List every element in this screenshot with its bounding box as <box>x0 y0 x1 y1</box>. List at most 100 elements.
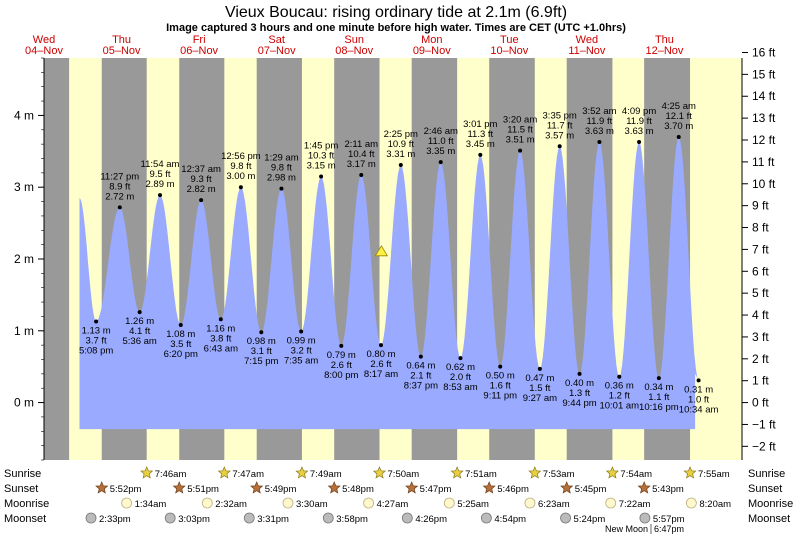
low-tide-m-label: 0.31 m <box>684 384 713 395</box>
low-tide-ft-label: 3.5 ft <box>170 339 191 350</box>
moonrise-icon <box>201 497 213 509</box>
y-ft-tick-label: 5 ft <box>752 286 769 300</box>
low-tide-ft-label: 1.3 ft <box>569 388 590 399</box>
moonrise-icon <box>685 497 697 509</box>
y-ft-tick-label: −1 ft <box>752 417 776 431</box>
high-tide-ft-label: 9.5 ft <box>149 169 170 180</box>
tide-extreme-point <box>299 329 304 334</box>
high-tide-time-label: 4:25 am <box>662 101 696 112</box>
tide-extreme-point <box>359 173 364 178</box>
sunrise-icon <box>217 466 231 479</box>
day-date-label: 06–Nov <box>180 45 218 57</box>
sunset-icon <box>482 481 496 494</box>
low-tide-ft-label: 2.0 ft <box>450 372 471 383</box>
sunset-time: 5:46pm <box>497 484 529 495</box>
high-tide-time-label: 3:52 am <box>582 106 616 117</box>
high-tide-m-label: 2.89 m <box>145 179 174 190</box>
y-ft-tick-label: 6 ft <box>752 264 769 278</box>
low-tide-m-label: 1.13 m <box>82 325 111 336</box>
sunrise-time: 7:53am <box>543 469 575 480</box>
high-tide-time-label: 4:09 pm <box>622 106 656 117</box>
low-tide-m-label: 0.62 m <box>446 362 475 373</box>
day-name-label: Thu <box>655 34 674 46</box>
y-ft-tick-label: 11 ft <box>752 155 775 169</box>
low-tide-ft-label: 2.6 ft <box>331 360 352 371</box>
y-ft-tick-label: 8 ft <box>752 221 769 235</box>
moonset-icon <box>85 512 97 524</box>
sunset-icon <box>327 481 341 494</box>
high-tide-time-label: 2:11 am <box>344 139 378 150</box>
high-tide-time-label: 12:37 am <box>181 164 221 175</box>
high-tide-time-label: 1:29 am <box>264 153 298 164</box>
low-tide-m-label: 0.40 m <box>565 378 594 389</box>
high-tide-ft-label: 10.4 ft <box>348 149 375 160</box>
high-tide-time-label: 2:25 pm <box>384 129 418 140</box>
high-tide-ft-label: 10.3 ft <box>308 150 335 161</box>
tide-extreme-point <box>137 310 142 315</box>
high-tide-m-label: 3.63 m <box>625 126 654 137</box>
sunrise-icon <box>450 466 464 479</box>
high-tide-m-label: 3.35 m <box>426 146 455 157</box>
moonrise-icon <box>282 497 294 509</box>
y-m-tick-label: 3 m <box>14 180 34 194</box>
moonset-icon <box>322 512 334 524</box>
tide-extreme-point <box>199 198 204 203</box>
tide-extreme-point <box>279 186 284 191</box>
sunrise-icon <box>605 466 619 479</box>
tide-extreme-point <box>478 152 483 157</box>
day-date-label: 09–Nov <box>413 45 451 57</box>
sunset-time: 5:43pm <box>652 484 684 495</box>
sunrise-icon <box>372 466 387 479</box>
moonset-time: 3:58pm <box>336 514 368 525</box>
day-date-label: 10–Nov <box>490 45 528 57</box>
row-label-right: Moonrise <box>748 498 793 510</box>
tide-extreme-point <box>117 205 122 210</box>
high-tide-time-label: 11:54 am <box>141 159 180 170</box>
day-name-label: Sun <box>344 34 364 46</box>
low-tide-time-label: 10:01 am <box>599 401 639 412</box>
day-date-label: 07–Nov <box>258 45 296 57</box>
y-ft-tick-label: 10 ft <box>752 177 776 191</box>
moonset-time: 3:31pm <box>257 514 289 525</box>
sunrise-icon <box>683 466 697 479</box>
tide-extreme-point <box>597 139 602 144</box>
low-tide-time-label: 6:20 pm <box>164 349 198 360</box>
sunset-icon <box>250 481 264 494</box>
sunset-time: 5:45pm <box>575 484 607 495</box>
sunset-icon <box>637 481 651 494</box>
day-date-label: 12–Nov <box>645 45 683 57</box>
tide-extreme-point <box>94 319 99 324</box>
moonset-time: 3:03pm <box>178 514 210 525</box>
y-ft-tick-label: 13 ft <box>752 111 776 125</box>
tide-extreme-point <box>577 371 582 376</box>
moonrise-time: 3:30am <box>296 499 328 510</box>
high-tide-ft-label: 9.8 ft <box>271 163 292 174</box>
tide-extreme-point <box>259 330 264 335</box>
moonrise-time: 2:32am <box>215 499 247 510</box>
high-tide-time-label: 1:45 pm <box>304 140 338 151</box>
moonrise-time: 1:34am <box>135 499 167 510</box>
high-tide-ft-label: 12.1 ft <box>666 111 693 122</box>
high-tide-ft-label: 11.9 ft <box>626 116 652 127</box>
sunset-time: 5:51pm <box>187 484 219 495</box>
night-band <box>44 58 70 460</box>
moonrise-icon <box>524 497 536 509</box>
moonset-time: 5:24pm <box>574 514 606 525</box>
sunset-icon <box>560 481 574 494</box>
y-m-tick-label: 2 m <box>14 252 34 266</box>
moonset-time: 5:57pm <box>653 514 685 525</box>
low-tide-time-label: 8:00 pm <box>324 370 358 381</box>
low-tide-time-label: 9:11 pm <box>483 391 517 402</box>
y-ft-tick-label: 2 ft <box>752 352 769 366</box>
tide-extreme-point <box>158 193 163 198</box>
chart-subtitle: Image captured 3 hours and one minute be… <box>166 22 626 34</box>
low-tide-m-label: 0.36 m <box>605 381 634 392</box>
y-ft-tick-label: 15 ft <box>752 67 776 81</box>
low-tide-ft-label: 3.7 ft <box>86 335 107 346</box>
sunrise-icon <box>528 466 542 479</box>
row-label-left: Moonrise <box>4 498 49 510</box>
row-label-left: Sunset <box>4 483 38 495</box>
tide-extreme-point <box>438 160 443 165</box>
tide-extreme-point <box>537 366 542 371</box>
high-tide-ft-label: 10.9 ft <box>388 139 415 150</box>
